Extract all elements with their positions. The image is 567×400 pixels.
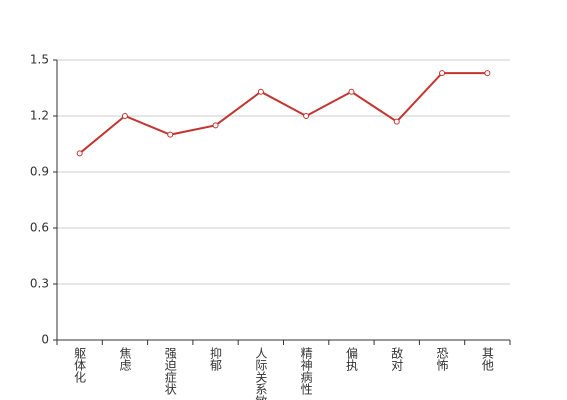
x-tick-label: 强迫症状 [163, 347, 177, 395]
point [167, 131, 174, 138]
point [303, 113, 310, 119]
y-tick-label: 0.9 [30, 165, 49, 179]
y-tick-label: 1.5 [30, 53, 49, 67]
x-tick-label: 敌对 [390, 346, 404, 371]
x-tick-label: 焦虑 [118, 347, 132, 371]
x-tick-label: 躯体化 [73, 346, 87, 384]
point [348, 88, 355, 95]
y-tick-label: 0.3 [30, 277, 49, 291]
point [257, 88, 264, 95]
point [212, 122, 219, 129]
point [484, 70, 491, 77]
point [76, 150, 83, 157]
x-tick-label: 恐怖 [435, 347, 449, 371]
line [79, 72, 488, 155]
y-tick-label: 1.2 [30, 109, 49, 123]
x-tick-label: 偏执 [344, 346, 358, 372]
point [393, 118, 400, 125]
x-tick-label: 人际关系敏感 [254, 347, 268, 400]
x-tick-label: 精神病性 [299, 347, 313, 396]
point [121, 113, 128, 119]
y-tick-label: 0 [41, 333, 49, 347]
y-tick-label: 0.6 [30, 221, 49, 235]
x-tick-label: 其他 [480, 347, 494, 371]
point [439, 70, 446, 77]
x-tick-label: 抑郁 [209, 346, 223, 372]
